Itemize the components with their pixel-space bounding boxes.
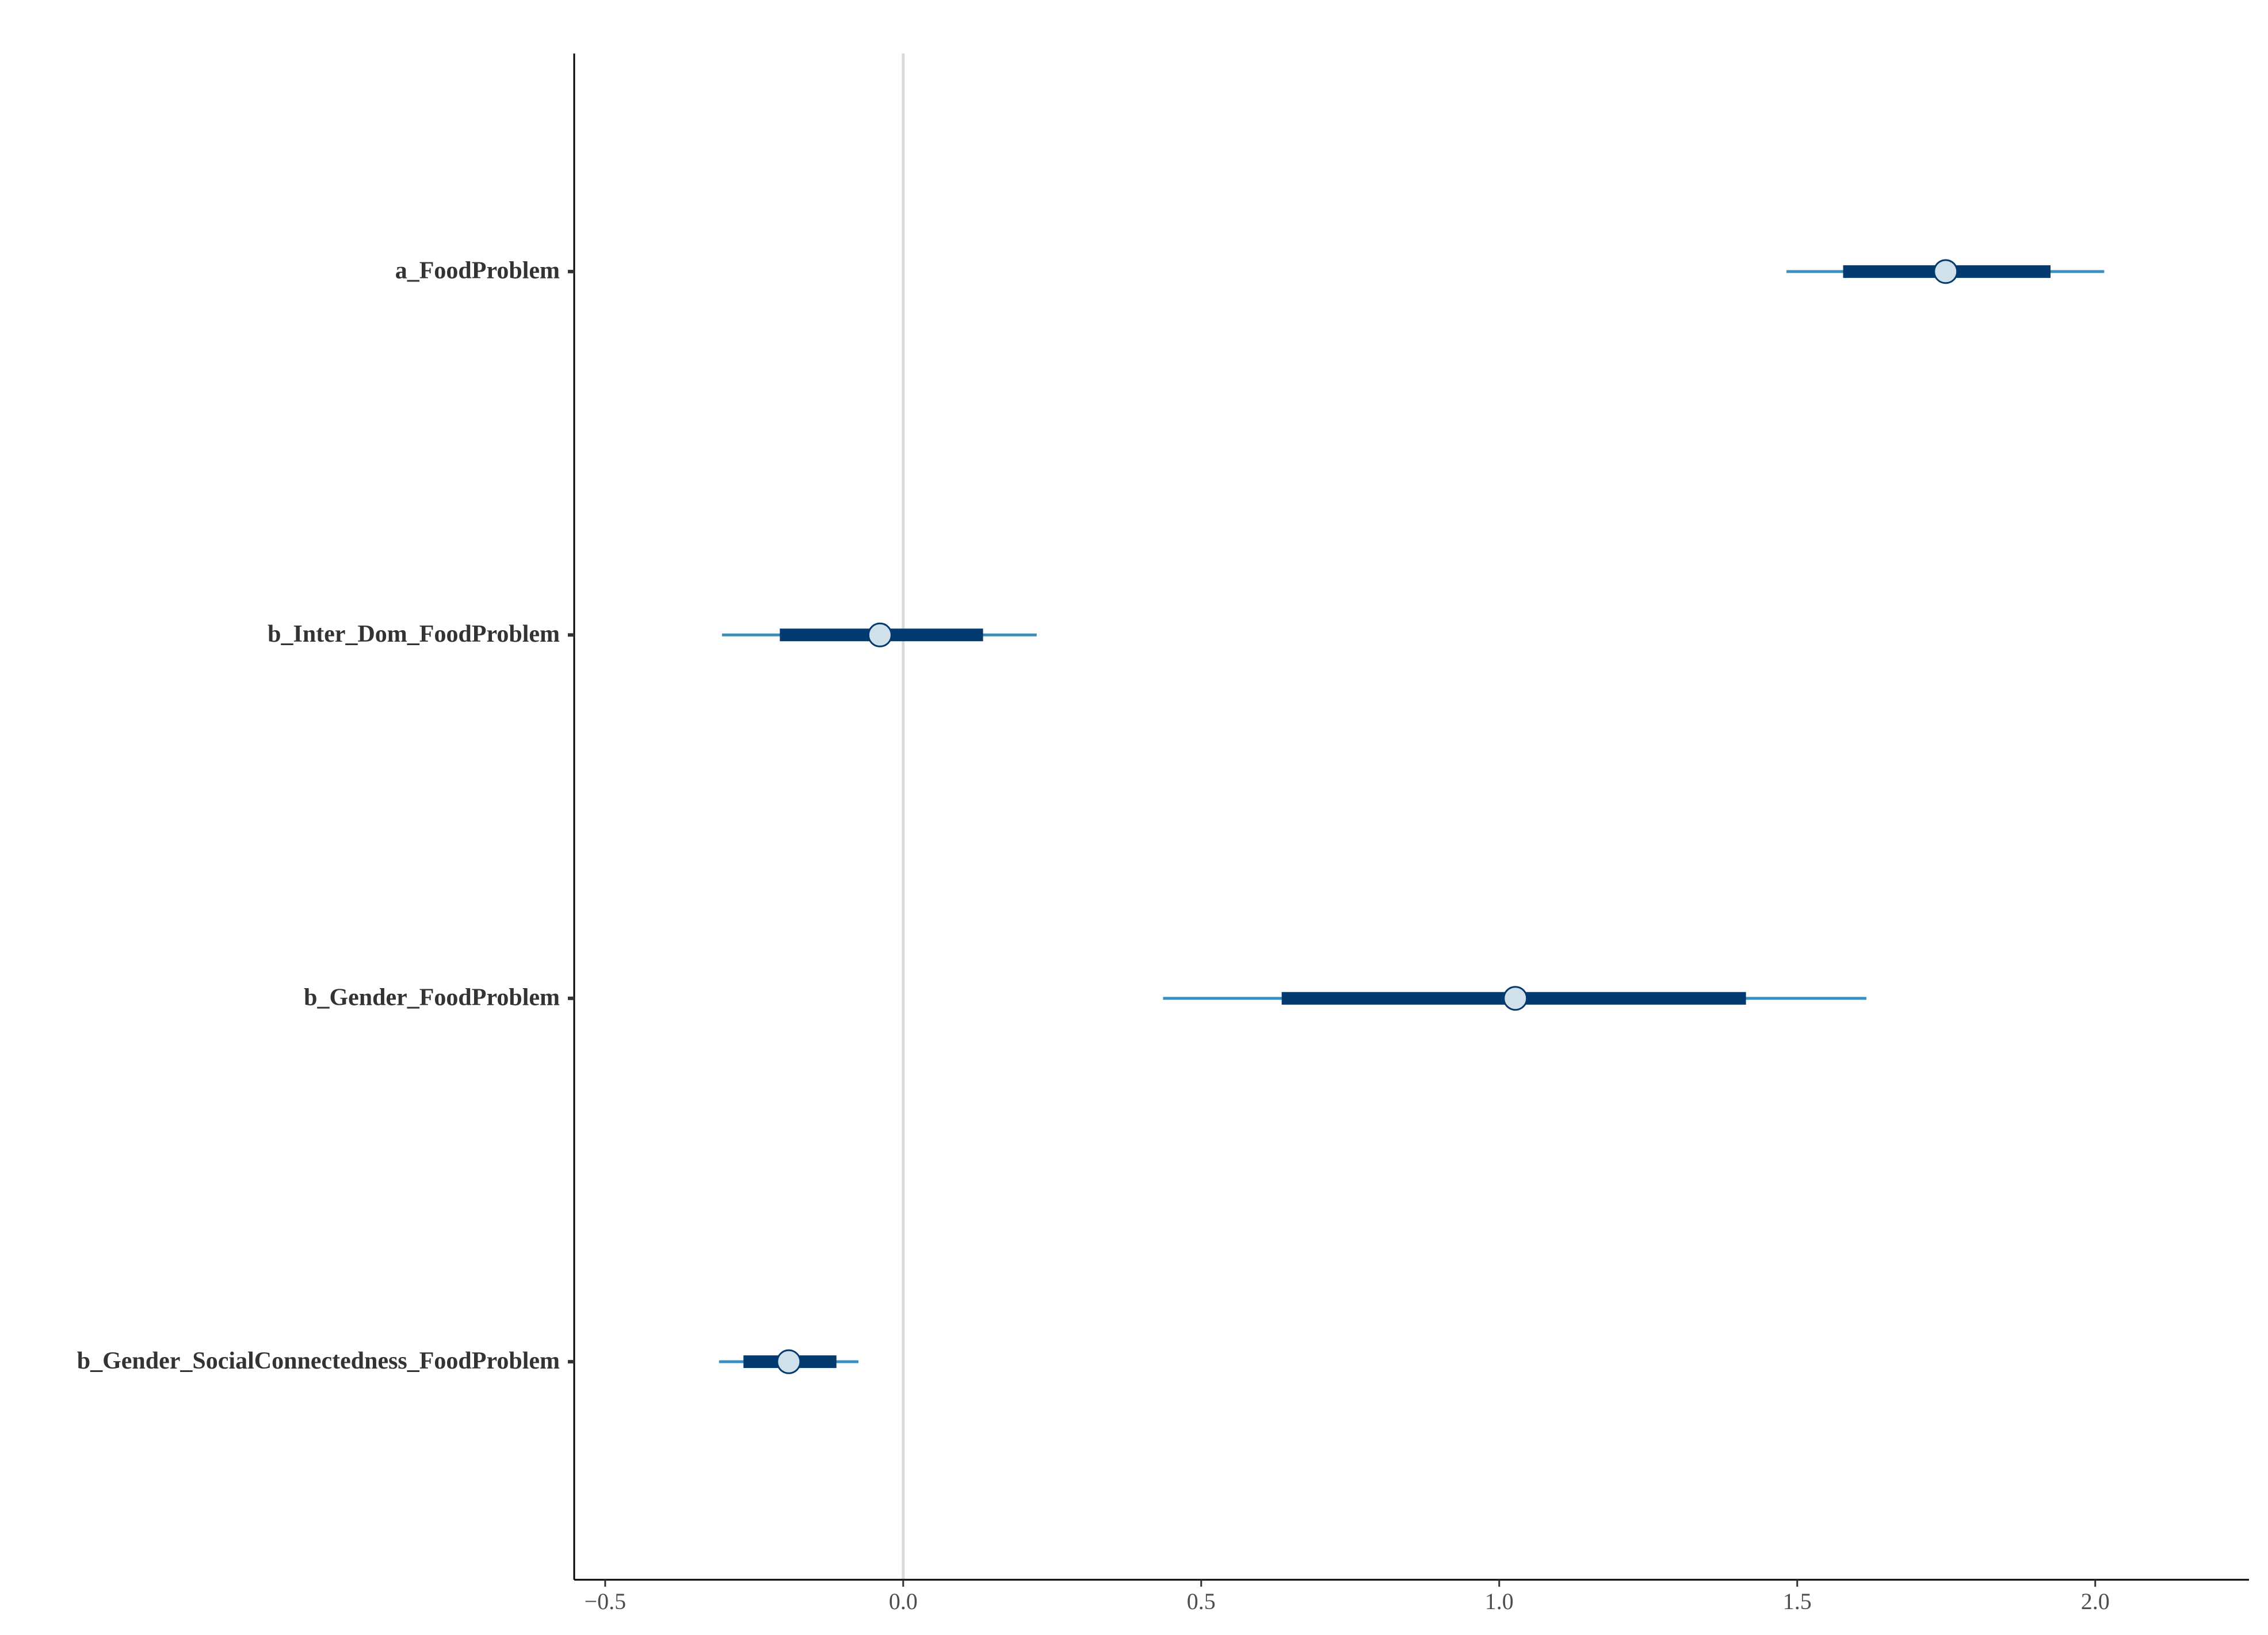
point-estimate [1503, 986, 1528, 1011]
x-tick-label: 1.0 [1485, 1588, 1514, 1614]
y-tick-label: b_Gender_SocialConnectedness_FoodProblem [77, 1348, 560, 1374]
y-tick-label: b_Inter_Dom_FoodProblem [268, 621, 560, 647]
x-tick-label: 0.5 [1187, 1588, 1216, 1614]
point-estimate [776, 1349, 801, 1374]
x-tick-label: −0.5 [585, 1588, 627, 1614]
x-tick-label: 0.0 [889, 1588, 918, 1614]
y-tick-label: a_FoodProblem [395, 257, 560, 284]
point-estimate [867, 622, 892, 647]
y-tick-label: b_Gender_FoodProblem [304, 984, 560, 1011]
point-estimate [1933, 259, 1958, 284]
x-tick-label: 1.5 [1783, 1588, 1812, 1614]
x-tick-label: 2.0 [2081, 1588, 2110, 1614]
